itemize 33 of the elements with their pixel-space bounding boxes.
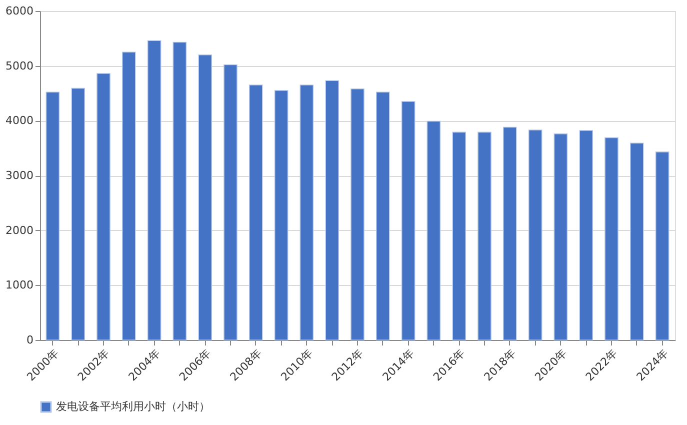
bar bbox=[452, 132, 466, 340]
bar bbox=[579, 130, 593, 340]
bar bbox=[147, 40, 162, 340]
bar bbox=[630, 142, 644, 340]
bar bbox=[376, 92, 390, 340]
bar bbox=[528, 130, 542, 340]
bar bbox=[249, 84, 263, 340]
bar bbox=[71, 88, 85, 340]
bar bbox=[604, 137, 618, 340]
bar bbox=[426, 120, 441, 340]
y-tick-label: 0 bbox=[26, 334, 34, 346]
y-tick-label: 6000 bbox=[6, 4, 34, 18]
y-tick-label: 5000 bbox=[6, 59, 34, 72]
bar bbox=[325, 80, 339, 340]
bar bbox=[655, 152, 670, 340]
y-tick-label: 2000 bbox=[6, 224, 34, 237]
bar bbox=[172, 42, 187, 340]
bar bbox=[554, 133, 568, 340]
bar bbox=[224, 64, 238, 340]
bar bbox=[401, 101, 416, 340]
bar bbox=[350, 88, 364, 340]
bar bbox=[300, 84, 314, 340]
bar bbox=[46, 92, 60, 340]
bar bbox=[503, 126, 517, 340]
bar bbox=[96, 73, 110, 340]
y-tick-label: 4000 bbox=[6, 114, 34, 128]
bar bbox=[122, 52, 136, 340]
y-tick-label: 3000 bbox=[6, 169, 34, 182]
y-tick-label: 1000 bbox=[6, 278, 34, 292]
legend-label: 发电设备平均利用小时（小时） bbox=[56, 400, 210, 413]
bar bbox=[274, 90, 288, 340]
bar bbox=[198, 54, 212, 340]
bar bbox=[478, 132, 492, 340]
